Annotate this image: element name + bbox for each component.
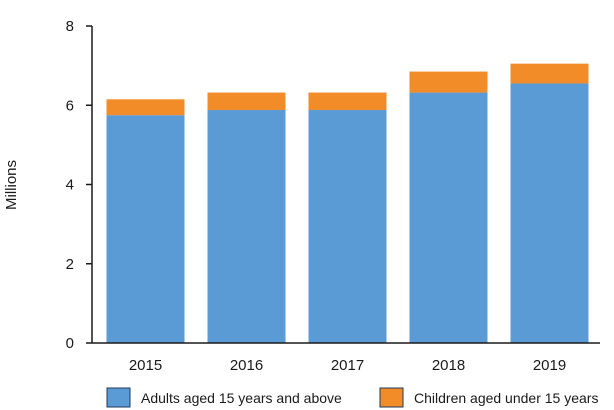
- bar-2016-adults: [207, 110, 286, 343]
- legend: Adults aged 15 years and above Children a…: [106, 387, 598, 408]
- bars: [106, 63, 589, 344]
- bar-2016-children: [207, 92, 286, 111]
- legend-label-adults: Adults aged 15 years and above: [141, 390, 342, 406]
- bar-2018-children: [409, 71, 488, 93]
- bar-2019-children: [510, 63, 589, 84]
- legend-swatch-children: [379, 387, 404, 408]
- bar-2017-adults: [308, 110, 387, 343]
- y-tick-label: 8: [66, 18, 74, 35]
- bar-2017-children: [308, 92, 387, 111]
- x-tick-label: 2016: [230, 357, 263, 374]
- y-tick-label: 0: [66, 335, 74, 352]
- y-axis-title: Millions: [3, 160, 20, 210]
- y-tick-label: 6: [66, 97, 74, 114]
- x-tick-label: 2017: [331, 357, 364, 374]
- x-tick-label: 2018: [432, 357, 465, 374]
- legend-label-children: Children aged under 15 years: [414, 390, 598, 406]
- x-axis-tick-labels: 2015 2016 2017 2018 2019: [129, 357, 566, 374]
- bar-2018-adults: [409, 92, 488, 343]
- x-tick-label: 2019: [533, 357, 566, 374]
- bar-2015-children: [106, 99, 185, 116]
- bar-2015-adults: [106, 115, 185, 343]
- y-tick-label: 2: [66, 256, 74, 273]
- bar-2019-adults: [510, 83, 589, 344]
- x-tick-label: 2015: [129, 357, 162, 374]
- y-tick-label: 4: [66, 177, 74, 194]
- y-axis-ticks: 0 2 4 6 8: [66, 18, 92, 352]
- legend-swatch-adults: [106, 387, 131, 408]
